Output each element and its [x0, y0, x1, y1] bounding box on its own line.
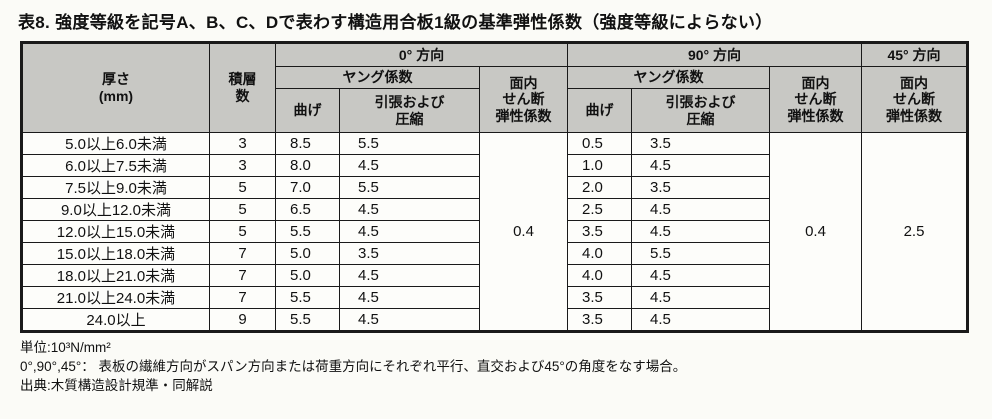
- cell-thickness: 5.0以上6.0未満: [21, 132, 210, 155]
- header-direction-0: 0° 方向: [275, 42, 568, 67]
- header-row-1: 厚さ (mm) 積層 数 0° 方向 90° 方向 45° 方向: [21, 42, 968, 133]
- cell-bending-0: 8.0: [275, 154, 340, 177]
- cell-tension-0: 4.5: [339, 286, 480, 309]
- cell-tension-90: 4.5: [631, 308, 770, 332]
- header-row-2: ヤング係数 面内 せん断 弾性係数 ヤング係数 面内 せん断 弾性係数 面内 せ…: [22, 66, 968, 133]
- cell-plies: 7: [209, 242, 276, 265]
- header-tension-0: 引張および 圧縮: [339, 88, 480, 133]
- footnote-unit: 単位:10³N/mm²: [20, 340, 111, 355]
- table-row: 9.0以上12.0未満 5 6.5 4.5 2.5 4.5: [21, 198, 968, 221]
- table-row: 18.0以上21.0未満 7 5.0 4.5 4.0 4.5: [21, 264, 968, 287]
- cell-thickness: 6.0以上7.5未満: [21, 154, 210, 177]
- cell-plies: 3: [209, 154, 276, 177]
- cell-shear-0: 0.4: [479, 132, 568, 332]
- cell-bending-0: 5.0: [275, 242, 340, 265]
- cell-plies: 7: [209, 264, 276, 287]
- cell-tension-0: 4.5: [339, 308, 480, 332]
- cell-thickness: 15.0以上18.0未満: [21, 242, 210, 265]
- cell-bending-0: 5.5: [275, 308, 340, 332]
- header-shear-45: 面内 せん断 弾性係数: [861, 66, 968, 133]
- cell-bending-0: 6.5: [275, 198, 340, 221]
- header-young-90: ヤング係数: [567, 66, 770, 89]
- cell-bending-90: 3.5: [567, 308, 632, 332]
- header-plies: 積層 数: [209, 42, 276, 133]
- header-young-0: ヤング係数: [275, 66, 480, 89]
- cell-bending-0: 5.5: [275, 286, 340, 309]
- header-bending-0: 曲げ: [275, 88, 340, 133]
- cell-plies: 7: [209, 286, 276, 309]
- cell-bending-0: 5.5: [275, 220, 340, 243]
- table-header: 厚さ (mm) 積層 数 0° 方向 90° 方向 45° 方向 ヤング係数 面…: [21, 42, 968, 133]
- cell-tension-90: 4.5: [631, 286, 770, 309]
- cell-plies: 5: [209, 176, 276, 199]
- cell-tension-90: 4.5: [631, 198, 770, 221]
- header-direction-45: 45° 方向: [861, 42, 968, 67]
- cell-bending-90: 0.5: [567, 132, 632, 155]
- cell-tension-0: 4.5: [339, 220, 480, 243]
- cell-bending-0: 5.0: [275, 264, 340, 287]
- header-shear-90: 面内 せん断 弾性係数: [769, 66, 862, 133]
- header-thickness: 厚さ (mm): [21, 42, 210, 133]
- cell-bending-90: 2.0: [567, 176, 632, 199]
- header-row-3: 曲げ 引張および 圧縮 曲げ 引張および 圧縮: [22, 88, 968, 133]
- elastic-modulus-table: 厚さ (mm) 積層 数 0° 方向 90° 方向 45° 方向 ヤング係数 面…: [20, 41, 969, 333]
- cell-tension-0: 3.5: [339, 242, 480, 265]
- header-direction-90: 90° 方向: [567, 42, 862, 67]
- table-row: 12.0以上15.0未満 5 5.5 4.5 3.5 4.5: [21, 220, 968, 243]
- table-row: 6.0以上7.5未満 3 8.0 4.5 1.0 4.5: [21, 154, 968, 177]
- table-row: 21.0以上24.0未満 7 5.5 4.5 3.5 4.5: [21, 286, 968, 309]
- footnotes: 単位:10³N/mm² 0°,90°,45°： 表板の繊維方向がスパン方向または…: [20, 339, 978, 396]
- cell-plies: 3: [209, 132, 276, 155]
- table-row: 15.0以上18.0未満 7 5.0 3.5 4.0 5.5: [21, 242, 968, 265]
- cell-thickness: 9.0以上12.0未満: [21, 198, 210, 221]
- cell-tension-90: 4.5: [631, 264, 770, 287]
- table-body: 5.0以上6.0未満 3 8.5 5.5 0.4 0.5 3.5 0.4 2.5…: [21, 132, 968, 332]
- cell-thickness: 18.0以上21.0未満: [21, 264, 210, 287]
- footnote-source: 出典:木質構造設計規準・同解説: [20, 378, 213, 394]
- cell-shear-90: 0.4: [769, 132, 862, 332]
- cell-tension-0: 4.5: [339, 198, 480, 221]
- cell-tension-90: 3.5: [631, 176, 770, 199]
- cell-tension-90: 4.5: [631, 154, 770, 177]
- cell-tension-90: 5.5: [631, 242, 770, 265]
- cell-tension-0: 4.5: [339, 264, 480, 287]
- cell-tension-90: 4.5: [631, 220, 770, 243]
- cell-bending-90: 3.5: [567, 286, 632, 309]
- cell-bending-0: 7.0: [275, 176, 340, 199]
- cell-shear-45: 2.5: [861, 132, 968, 332]
- header-bending-90: 曲げ: [567, 88, 632, 133]
- cell-bending-90: 4.0: [567, 264, 632, 287]
- cell-thickness: 24.0以上: [21, 308, 210, 332]
- cell-tension-0: 4.5: [339, 154, 480, 177]
- table-row: 5.0以上6.0未満 3 8.5 5.5 0.4 0.5 3.5 0.4 2.5: [21, 132, 968, 332]
- cell-bending-0: 8.5: [275, 132, 340, 155]
- header-tension-90: 引張および 圧縮: [631, 88, 770, 133]
- cell-thickness: 7.5以上9.0未満: [21, 176, 210, 199]
- cell-tension-0: 5.5: [339, 176, 480, 199]
- cell-plies: 9: [209, 308, 276, 332]
- cell-bending-90: 3.5: [567, 220, 632, 243]
- cell-tension-90: 3.5: [631, 132, 770, 155]
- cell-bending-90: 2.5: [567, 198, 632, 221]
- table-title: 表8. 強度等級を記号A、B、C、Dで表わす構造用合板1級の基準弾性係数（強度等…: [18, 13, 773, 32]
- cell-bending-90: 1.0: [567, 154, 632, 177]
- cell-plies: 5: [209, 198, 276, 221]
- cell-thickness: 12.0以上15.0未満: [21, 220, 210, 243]
- cell-bending-90: 4.0: [567, 242, 632, 265]
- header-shear-0: 面内 せん断 弾性係数: [479, 66, 568, 133]
- cell-thickness: 21.0以上24.0未満: [21, 286, 210, 309]
- cell-plies: 5: [209, 220, 276, 243]
- table-row: 7.5以上9.0未満 5 7.0 5.5 2.0 3.5: [21, 176, 968, 199]
- footnote-angles: 0°,90°,45°： 表板の繊維方向がスパン方向または荷重方向にそれぞれ平行、…: [20, 359, 687, 375]
- cell-tension-0: 5.5: [339, 132, 480, 155]
- table-row: 24.0以上 9 5.5 4.5 3.5 4.5: [21, 308, 968, 332]
